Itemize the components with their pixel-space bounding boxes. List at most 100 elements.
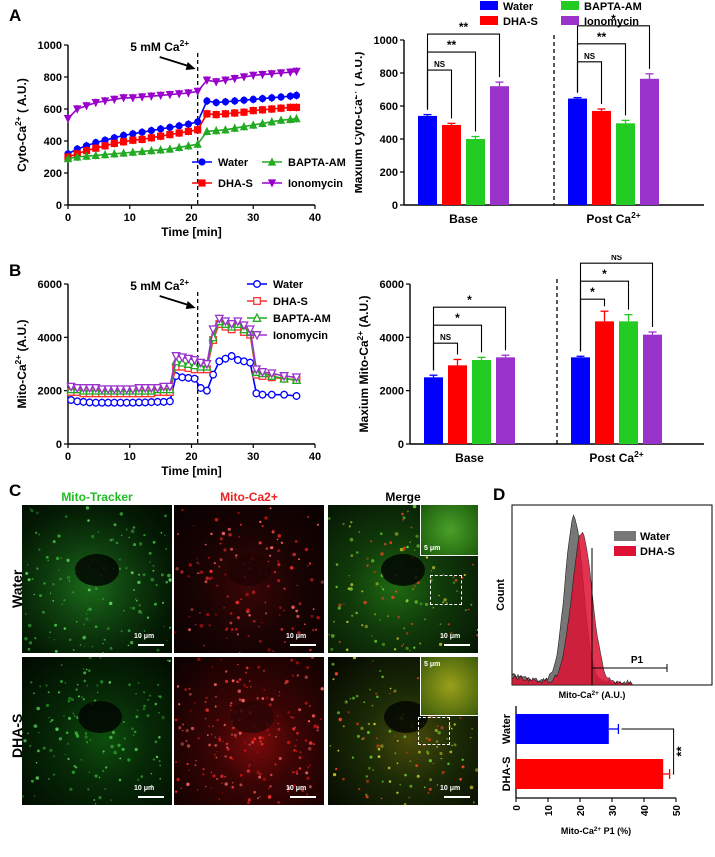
data-point: [280, 390, 289, 399]
data-point: [277, 93, 285, 101]
data-point: [110, 95, 119, 104]
data-point: [203, 97, 211, 105]
x-tick-label: 30: [608, 805, 619, 817]
data-point: [115, 385, 126, 395]
data-point: [147, 134, 155, 142]
group-label: Post Ca2+: [586, 210, 640, 226]
y-tick-label: 4000: [38, 332, 62, 344]
data-point: [227, 352, 236, 360]
micrograph-water-mito-tracker: 10 μm: [22, 505, 172, 653]
data-point: [177, 353, 188, 363]
group-label: Base: [455, 451, 484, 465]
significance-bracket: [426, 33, 501, 110]
gate-label: P1: [631, 655, 644, 666]
data-point: [286, 68, 295, 77]
data-point: [184, 120, 193, 128]
legend-label: DHA-S: [640, 546, 675, 558]
legend-label: Ionomycin: [273, 330, 328, 342]
legend-label: DHA-S: [503, 16, 538, 28]
data-point: [258, 94, 267, 103]
scale-bar: [290, 796, 316, 798]
bar-water: [424, 377, 443, 444]
y-tick-label: 800: [380, 68, 398, 80]
y-axis-label: Maxium Cyto-Ca2+ ( A.U.): [355, 52, 365, 194]
legend-swatch: [614, 531, 636, 541]
data-point: [252, 389, 261, 398]
legend-label: Water: [503, 1, 534, 13]
data-point: [246, 358, 255, 367]
y-tick-label: 4000: [380, 332, 404, 344]
data-point: [245, 325, 255, 335]
legend-marker: [253, 280, 261, 288]
panel-letter-a: A: [9, 6, 22, 25]
data-point: [175, 129, 183, 137]
data-point: [292, 67, 301, 76]
data-point: [193, 87, 202, 96]
significance-bracket: [432, 306, 507, 371]
scale-bar-label: 10 μm: [286, 633, 307, 640]
data-point: [267, 117, 276, 126]
data-point: [171, 352, 181, 362]
stimulus-annotation: 5 mM Ca2+: [130, 277, 189, 293]
significance-bracket: [426, 69, 453, 119]
inset-scale-bar-label: 5 μm: [424, 661, 441, 668]
data-point: [100, 150, 110, 159]
bar-ionomycin: [640, 78, 659, 205]
data-point: [103, 385, 113, 395]
data-point: [91, 384, 101, 394]
data-point: [140, 384, 150, 394]
legend-swatch: [480, 16, 498, 25]
data-point: [231, 97, 239, 105]
data-point: [109, 385, 120, 395]
data-point: [190, 374, 199, 383]
panel-letter-b: B: [9, 261, 22, 280]
data-point: [100, 97, 110, 106]
bar-dha-s: [448, 365, 467, 444]
data-point: [157, 132, 165, 140]
stimulus-annotation: 5 mM Ca2+: [130, 38, 189, 54]
panel-letter-d: D: [493, 485, 506, 504]
chart-a-max-cyto-ca-bars: 0 200 400 600 800 1000 Maxium Cyto-Ca2+ ( A.U.…: [355, 1, 704, 226]
data-point: [221, 76, 230, 85]
column-header-mito-ca: Mito-Ca2+: [220, 490, 278, 504]
bar-ionomycin: [490, 86, 509, 205]
histogram-frame: [511, 504, 713, 686]
data-point: [156, 91, 165, 100]
y-tick-label: 400: [44, 136, 62, 148]
data-point: [267, 390, 276, 399]
data-point: [110, 149, 119, 158]
data-point: [221, 98, 230, 106]
legend-swatch: [614, 546, 636, 556]
data-point: [165, 382, 175, 392]
data-point: [184, 127, 193, 136]
legend-swatch: [480, 1, 498, 10]
data-point: [129, 136, 137, 144]
bar-dha-s: [442, 124, 461, 205]
data-point: [175, 122, 183, 130]
significance-label: *: [590, 285, 595, 299]
scale-bar: [444, 644, 470, 646]
legend-marker: [267, 157, 277, 166]
legend-marker: [267, 179, 277, 188]
micrograph-texture: [174, 657, 324, 805]
x-tick-label: 20: [576, 805, 587, 817]
data-point: [128, 147, 138, 156]
significance-label: **: [447, 38, 457, 52]
x-tick-label: 0: [65, 451, 71, 463]
data-point: [292, 91, 301, 99]
y-axis-label: Mito-Ca2+ (A.U.): [13, 320, 29, 409]
inset-scale-bar-label: 5 μm: [424, 545, 441, 552]
scale-bar-label: 10 μm: [134, 785, 155, 792]
data-point: [220, 317, 231, 327]
significance-bracket: [576, 25, 651, 93]
data-point: [286, 114, 295, 123]
data-point: [184, 141, 193, 150]
legend-label: BAPTA-AM: [288, 157, 346, 169]
series-dha-s: [64, 103, 301, 161]
data-point: [128, 385, 138, 395]
legend-marker: [198, 158, 206, 166]
data-point: [268, 105, 276, 113]
data-point: [279, 372, 289, 382]
bar-bapta-am: [472, 360, 491, 444]
micrograph-texture: [22, 657, 171, 805]
